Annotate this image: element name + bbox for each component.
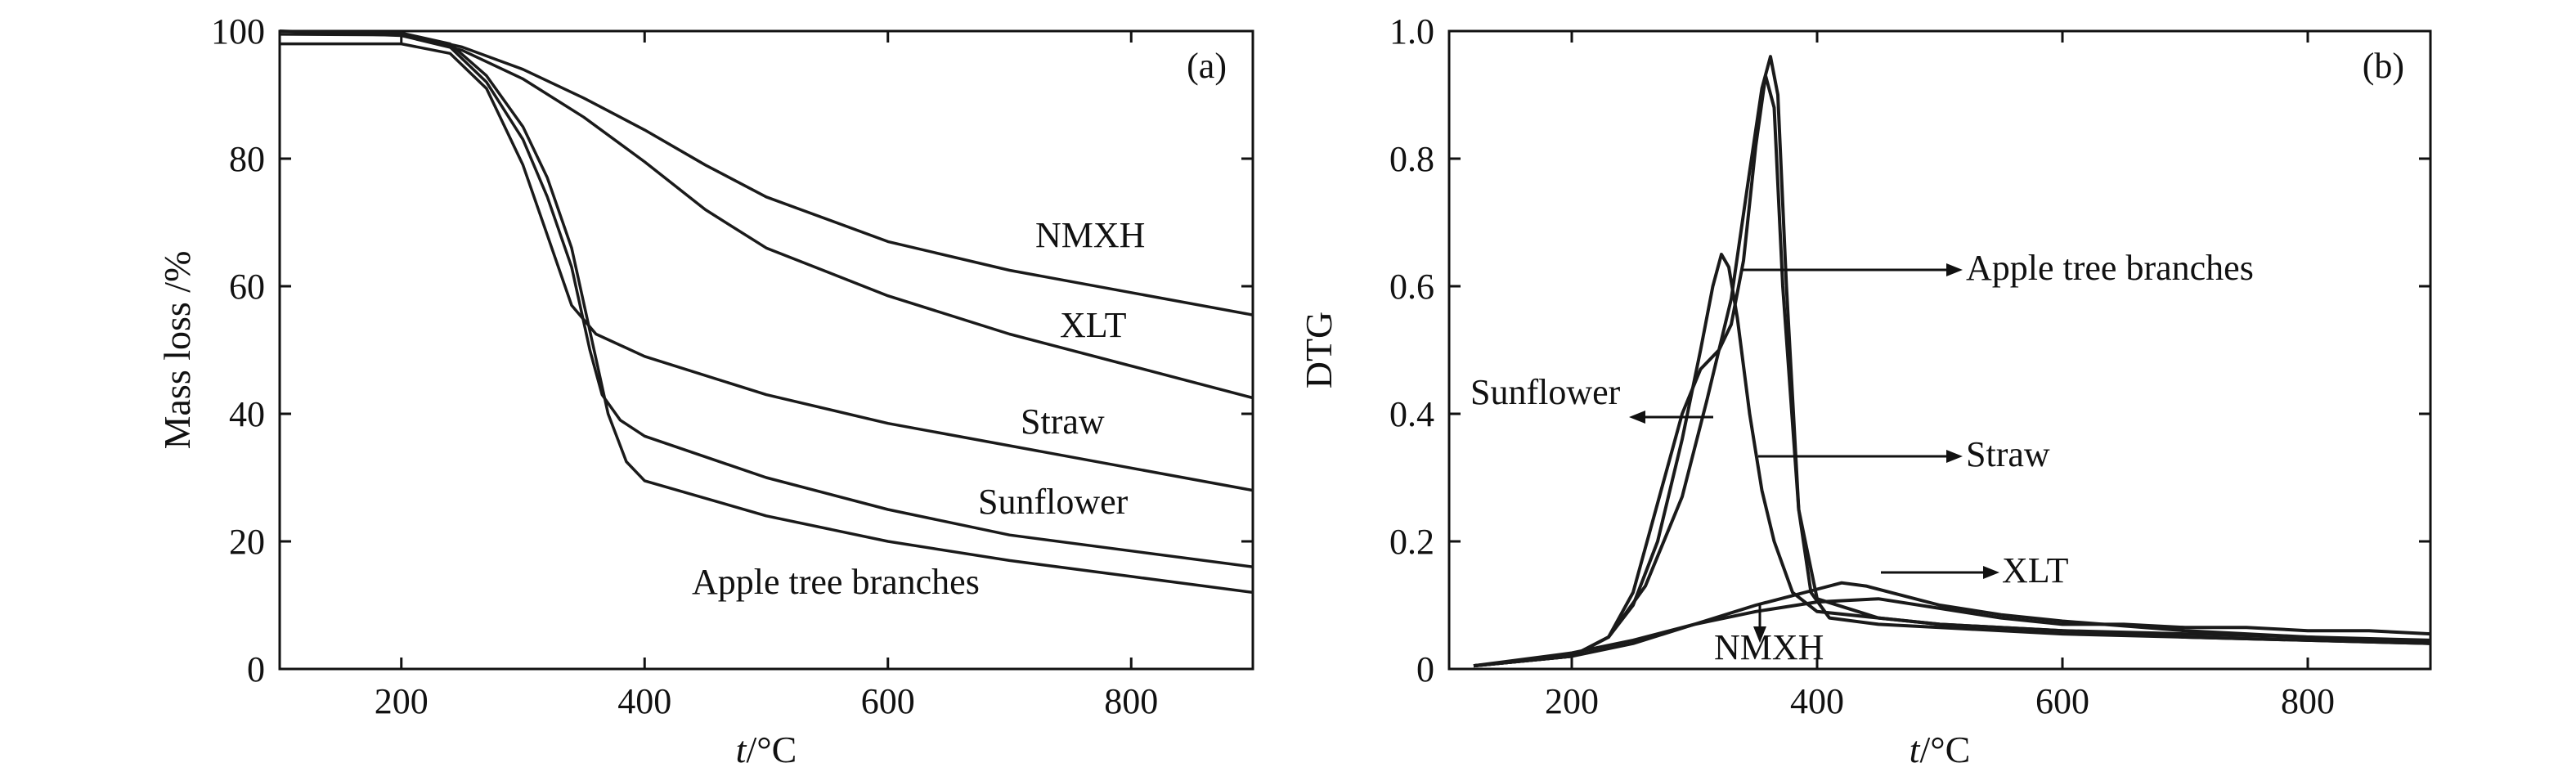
y-tick-label: 0 [247,649,265,689]
y-tick-label: 0.2 [1389,522,1434,562]
arrowhead-xlt [1983,566,1999,579]
y-tick-label: 40 [229,394,265,434]
series-line-a-nmxh [279,29,1254,316]
x-tick-label: 400 [1790,681,1844,721]
series-line-b-sunflower [1473,74,2431,668]
label-sunflower-a: Sunflower [978,482,1129,522]
label-straw-a: Straw [1021,402,1105,442]
y-tick-label: 100 [211,11,265,52]
panel-a-frame [278,29,1254,671]
arrowhead-sunflower [1629,411,1645,424]
panel-b-xlabel-unit: /°C [1919,729,1970,770]
y-tick-label: 1.0 [1389,11,1434,52]
label-xlt-a: XLT [1060,305,1127,345]
x-tick-label: 800 [1104,681,1158,721]
panel-a-xlabel-var: t [736,729,747,770]
label-apple-b: Apple tree branches [1966,248,2254,288]
panel-a-mass-loss: 200 400 600 800 0 20 40 60 80 100 (a) Mass loss /… [156,11,1254,770]
panel-a-ticks: 200 400 600 800 0 20 40 60 80 100 [211,11,1253,721]
x-tick-label: 800 [2281,681,2335,721]
series-line-a-sunflower [279,33,1254,568]
y-tick-label: 0.8 [1389,139,1434,179]
panel-b-ylabel: DTG [1298,312,1340,389]
arrowhead-straw [1946,450,1963,463]
panel-b-ticks: 200 400 600 800 0 0.2 0.4 0.6 0.8 1.0 [1389,11,2430,721]
panel-a-ylabel: Mass loss /% [156,251,198,450]
y-tick-label: 0 [1416,649,1434,689]
panel-b-xlabel: t/°C [1910,729,1971,770]
y-tick-label: 0.4 [1389,394,1434,434]
label-xlt-b: XLT [2002,550,2069,590]
label-sunflower-b: Sunflower [1470,372,1621,412]
x-tick-label: 400 [617,681,671,721]
x-tick-label: 600 [861,681,915,721]
panel-a-label: (a) [1187,46,1227,86]
x-tick-label: 200 [1545,681,1599,721]
series-line-a-apple-tree-branches [279,29,1254,595]
label-nmxh-b: NMXH [1714,627,1824,667]
series-line-b-xlt [1473,581,2431,668]
x-tick-label: 200 [375,681,429,721]
y-tick-label: 80 [229,139,265,179]
y-tick-label: 20 [229,522,265,562]
panel-a-xlabel: t/°C [736,729,797,770]
panel-b-dtg: 200 400 600 800 0 0.2 0.4 0.6 0.8 1.0 (b) DTG t/°… [1298,11,2432,770]
panel-b-frame [1447,29,2432,671]
x-tick-label: 600 [2035,681,2089,721]
series-line-a-straw [280,42,1254,492]
panel-a-series [279,29,1254,595]
label-apple-a: Apple tree branches [692,562,980,602]
label-nmxh-a: NMXH [1035,215,1145,255]
arrowhead-apple [1946,263,1963,276]
arrowhead-nmxh [1753,626,1766,643]
series-line-b-nmxh [1473,597,2431,668]
series-line-b-apple-tree-branches [1473,55,2431,668]
panel-b-label: (b) [2363,46,2404,86]
y-tick-label: 60 [229,267,265,307]
panel-a-xlabel-unit: /°C [746,729,797,770]
panel-b-xlabel-var: t [1910,729,1921,770]
label-straw-b: Straw [1966,434,2050,474]
panel-b-series [1473,55,2431,668]
y-tick-label: 0.6 [1389,267,1434,307]
